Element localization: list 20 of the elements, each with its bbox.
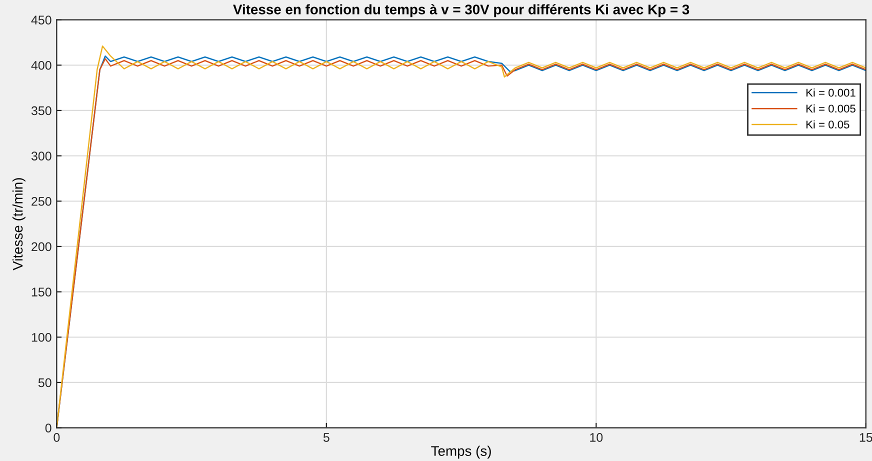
- y-tick-label: 450: [31, 16, 52, 24]
- chart-title: Vitesse en fonction du temps à v = 30V pour différents Ki avec Kp = 3: [233, 4, 690, 18]
- x-tick-label: 0: [54, 433, 60, 442]
- y-tick-label: 400: [31, 60, 52, 70]
- y-tick-label: 250: [32, 196, 52, 206]
- y-axis-title: Vitesse (tr/min): [12, 178, 26, 270]
- x-tick-label: 10: [590, 433, 603, 442]
- legend-label: Ki = 0.005: [806, 104, 856, 113]
- legend-label: Ki = 0.05: [806, 120, 850, 128]
- y-tick-label: 50: [38, 378, 52, 388]
- y-tick-label: 0: [45, 424, 52, 432]
- y-tick-label: 100: [32, 332, 52, 342]
- x-tick-label: 15: [860, 433, 872, 442]
- y-tick-label: 350: [31, 106, 52, 116]
- x-tick-label: 5: [323, 433, 330, 442]
- legend-label: Ki = 0.001: [806, 88, 856, 97]
- x-axis-title: Temps (s): [431, 446, 491, 459]
- y-tick-label: 200: [32, 242, 52, 252]
- y-tick-label: 150: [32, 288, 52, 296]
- y-tick-label: 300: [31, 152, 52, 160]
